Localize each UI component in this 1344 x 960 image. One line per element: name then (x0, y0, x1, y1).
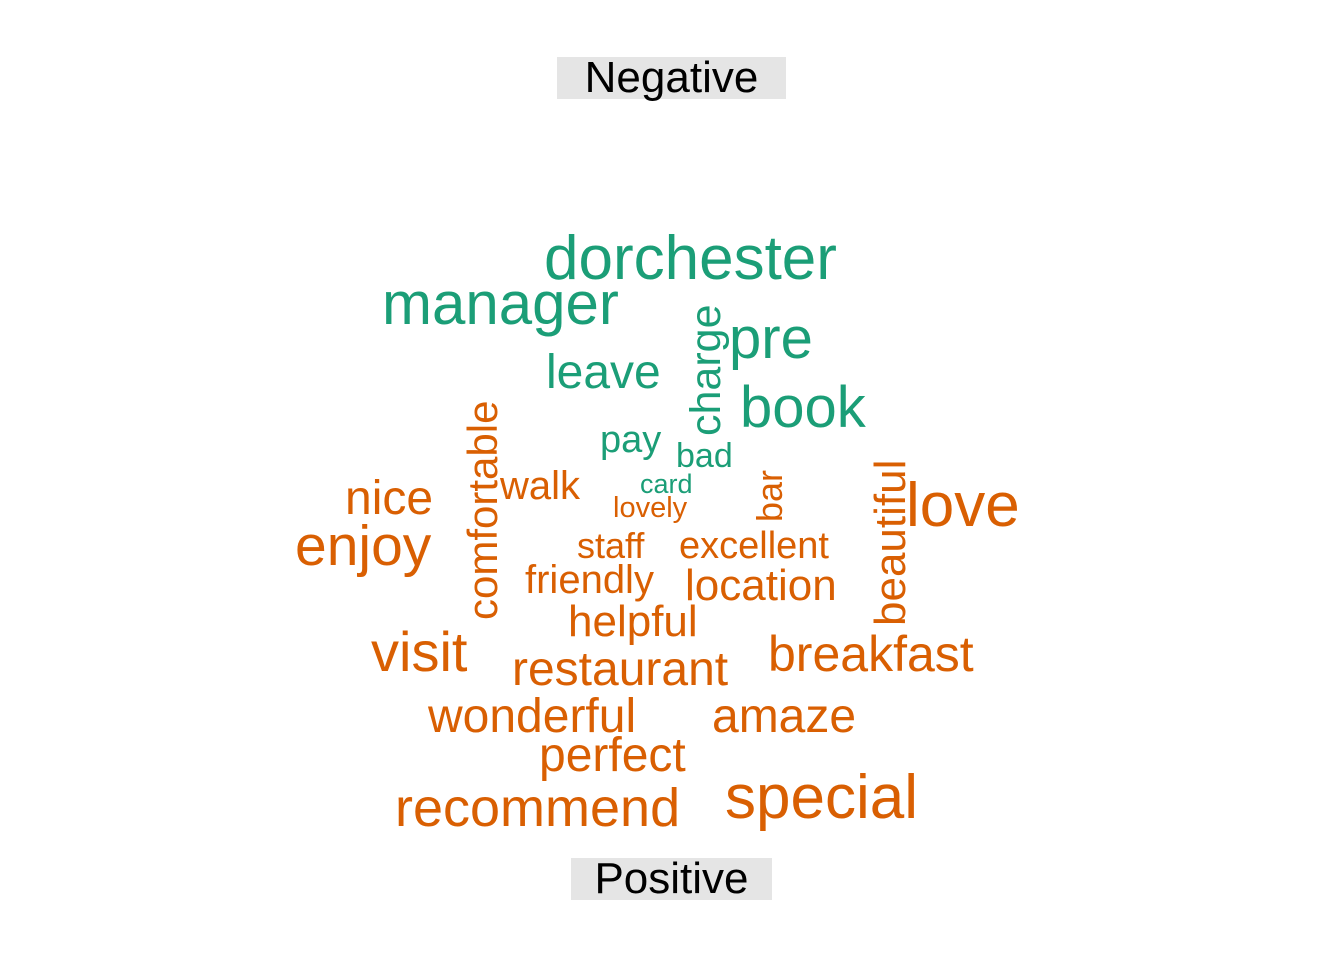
word-nice: nice (345, 472, 433, 525)
word-helpful: helpful (568, 597, 698, 646)
word-wonderful: wonderful (427, 690, 636, 743)
word-bar: bar (749, 470, 790, 522)
word-lovely: lovely (613, 492, 688, 524)
word-location: location (685, 561, 837, 610)
word-enjoy: enjoy (295, 514, 432, 578)
word-excellent: excellent (679, 525, 829, 567)
word-walk: walk (499, 464, 581, 508)
word-book: book (740, 375, 867, 440)
word-bad: bad (676, 437, 733, 475)
word-restaurant: restaurant (512, 643, 728, 696)
word-beautiful: beautiful (866, 460, 915, 626)
word-perfect: perfect (539, 729, 686, 782)
word-friendly: friendly (525, 558, 654, 602)
word-dorchester: dorchester (544, 224, 837, 293)
word-card: card (640, 469, 693, 499)
word-breakfast: breakfast (768, 626, 974, 682)
word-recommend: recommend (395, 778, 680, 838)
word-amaze: amaze (712, 690, 856, 743)
word-charge: charge (682, 305, 730, 436)
word-love: love (906, 471, 1020, 540)
word-manager: manager (382, 270, 619, 337)
word-special: special (725, 763, 918, 832)
positive-group-label: Positive (571, 857, 772, 901)
word-staff: staff (577, 525, 645, 566)
negative-group-label: Negative (557, 56, 786, 100)
word-pre: pre (729, 306, 813, 371)
word-visit: visit (371, 620, 468, 683)
word-comfortable: comfortable (459, 401, 506, 620)
word-pay: pay (600, 419, 661, 461)
word-leave: leave (546, 346, 661, 399)
